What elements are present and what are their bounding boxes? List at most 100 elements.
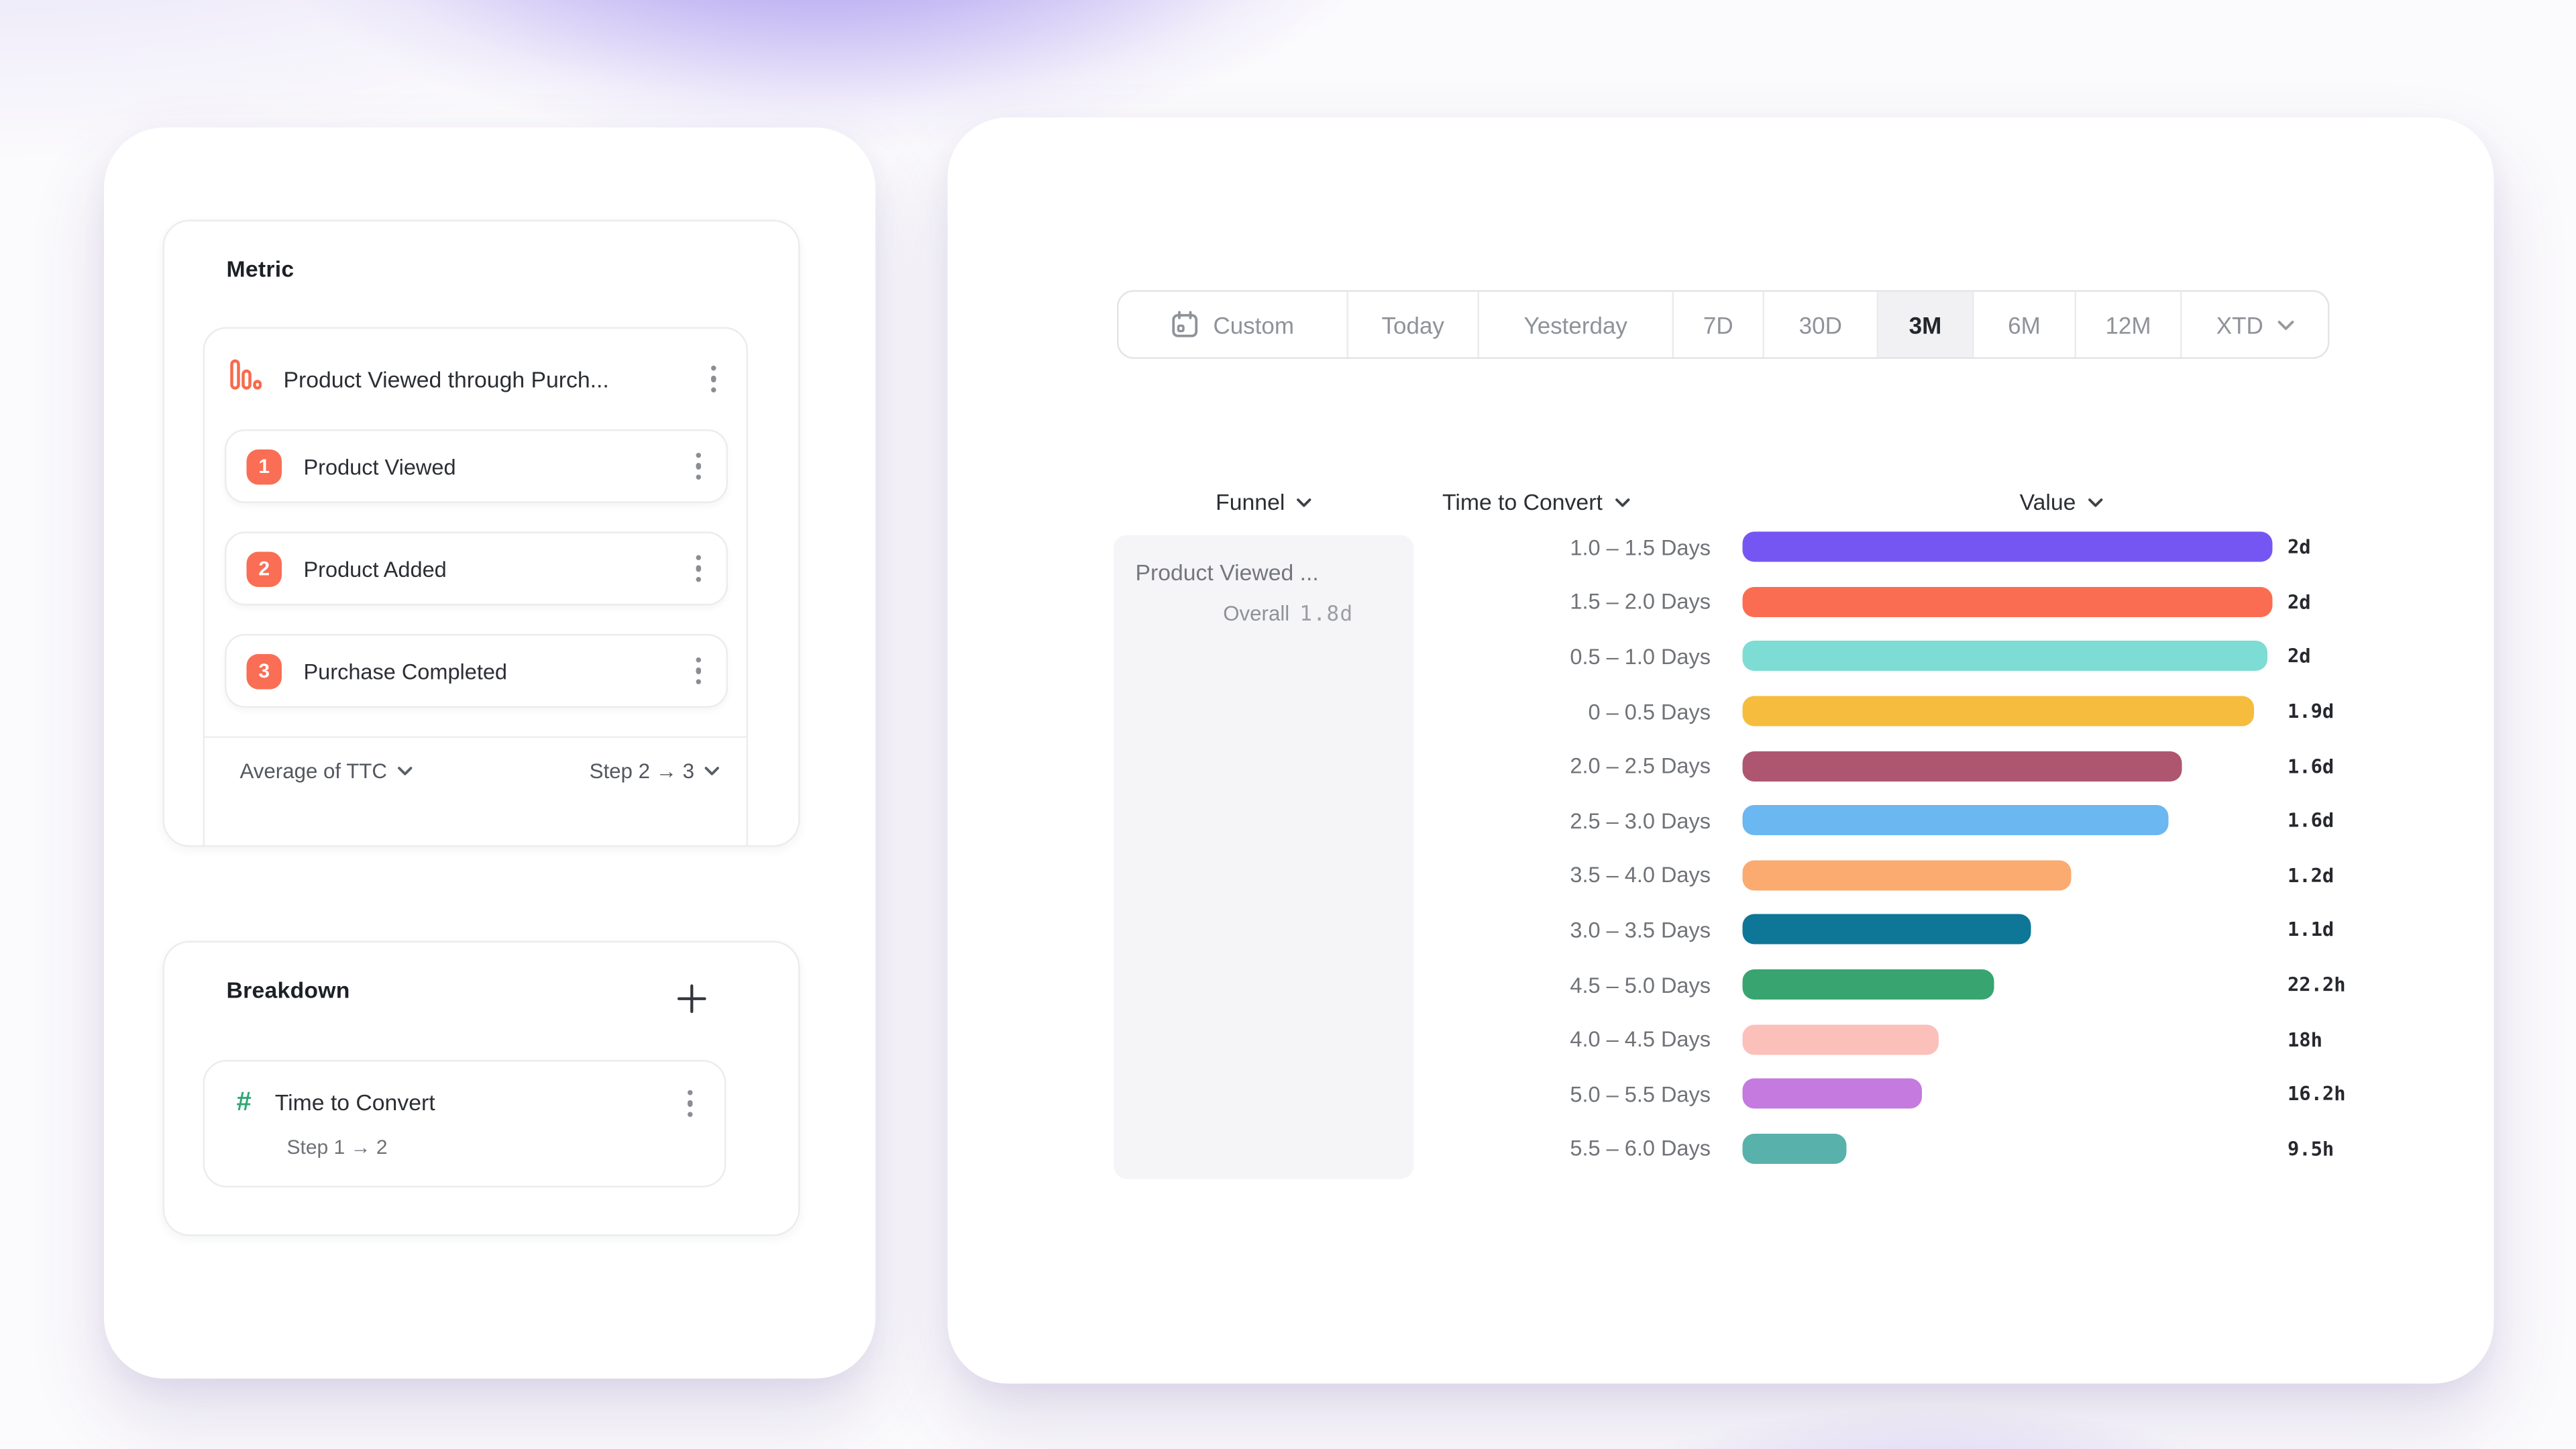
value-bar[interactable] — [1742, 532, 2273, 563]
funnel-chart-icon — [230, 359, 262, 399]
value-label: 22.2h — [2288, 973, 2346, 997]
date-range-option-yesterday[interactable]: Yesterday — [1479, 292, 1674, 358]
column-header-time-to-convert[interactable]: Time to Convert — [1442, 490, 1629, 515]
chevron-down-icon — [704, 767, 719, 775]
value-label: 1.9d — [2288, 699, 2334, 723]
breakdown-row: 2.0 – 2.5 Days 1.6d — [1442, 739, 2415, 793]
value-bar[interactable] — [1742, 1024, 1939, 1055]
bar-track — [1742, 641, 2273, 672]
kebab-menu-icon[interactable] — [691, 651, 706, 691]
date-range-label: 12M — [2105, 311, 2151, 338]
metric-section: Metric Product Viewed through Purch... 1… — [162, 219, 800, 847]
metric-heading: Metric — [226, 256, 294, 282]
chevron-down-icon — [1297, 497, 1311, 506]
chevron-down-icon — [2277, 319, 2294, 329]
bucket-label: 3.5 – 4.0 Days — [1570, 862, 1711, 888]
date-range-picker: Custom Today Yesterday 7D 30D 3M 6M 12M XTD — [1117, 290, 2330, 359]
calendar-icon — [1173, 311, 1199, 337]
bar-track — [1742, 532, 2273, 563]
date-range-option-today[interactable]: Today — [1348, 292, 1479, 358]
date-range-option-12m[interactable]: 12M — [2076, 292, 2182, 358]
funnel-name-cell[interactable]: Product Viewed ... Overall 1.8d — [1114, 535, 1414, 1179]
bucket-label: 5.5 – 6.0 Days — [1570, 1136, 1711, 1161]
aggregation-select[interactable]: Average of TTC — [240, 760, 413, 784]
kebab-menu-icon[interactable] — [691, 446, 706, 486]
date-range-option-custom[interactable]: Custom — [1119, 292, 1348, 358]
bucket-label: 0.5 – 1.0 Days — [1570, 643, 1711, 669]
value-label: 2d — [2288, 645, 2311, 669]
breakdown-section: Breakdown # Time to Convert Step 1 → 2 — [162, 941, 800, 1236]
breakdown-row: 3.5 – 4.0 Days 1.2d — [1442, 848, 2415, 902]
date-range-option-xtd[interactable]: XTD — [2182, 292, 2328, 358]
column-header-value[interactable]: Value — [1743, 490, 2380, 515]
breakdown-rows: 1.0 – 1.5 Days 2d 1.5 – 2.0 Days 2d 0.5 – 1.… — [1442, 520, 2415, 1176]
chevron-down-icon — [1614, 497, 1629, 506]
step-range-select[interactable]: Step 2 → 3 — [590, 760, 720, 784]
value-bar[interactable] — [1742, 696, 2254, 727]
breakdown-row: 2.5 – 3.0 Days 1.6d — [1442, 793, 2415, 847]
breakdown-row: 5.5 – 6.0 Days 9.5h — [1442, 1121, 2415, 1175]
value-label: 1.2d — [2288, 863, 2334, 888]
date-range-option-7d[interactable]: 7D — [1674, 292, 1764, 358]
chevron-down-icon — [397, 767, 412, 775]
chevron-down-icon — [2088, 497, 2102, 506]
value-label: 1.1d — [2288, 918, 2334, 942]
value-bar[interactable] — [1742, 751, 2183, 782]
kebab-menu-icon[interactable] — [682, 1083, 698, 1124]
column-header-funnel[interactable]: Funnel — [1114, 490, 1414, 515]
value-bar[interactable] — [1742, 641, 2267, 672]
value-bar[interactable] — [1742, 860, 2072, 891]
date-range-label: Today — [1381, 311, 1444, 338]
funnel-step[interactable]: 1 Product Viewed — [225, 429, 728, 503]
bucket-label: 2.0 – 2.5 Days — [1570, 753, 1711, 779]
breakdown-item-card[interactable]: # Time to Convert Step 1 → 2 — [203, 1060, 727, 1187]
step-label: Product Added — [303, 555, 447, 582]
funnel-metric-title-row: Product Viewed through Purch... — [205, 329, 747, 429]
bucket-label: 1.0 – 1.5 Days — [1570, 534, 1711, 560]
metric-footer: Average of TTC Step 2 → 3 — [205, 738, 747, 807]
breakdown-heading: Breakdown — [226, 977, 350, 1004]
breakdown-item-title-row: # Time to Convert — [205, 1062, 724, 1124]
funnel-step[interactable]: 3 Purchase Completed — [225, 634, 728, 708]
bar-track — [1742, 860, 2273, 891]
step-label: Purchase Completed — [303, 658, 508, 684]
kebab-menu-icon[interactable] — [691, 549, 706, 589]
date-range-label: Yesterday — [1523, 311, 1627, 338]
date-range-label: 30D — [1799, 311, 1842, 338]
breakdown-item-steps: Step 1 → 2 — [286, 1135, 388, 1159]
breakdown-row: 0.5 – 1.0 Days 2d — [1442, 629, 2415, 684]
breakdown-row: 4.5 – 5.0 Days 22.2h — [1442, 957, 2415, 1012]
step-number-badge: 1 — [246, 448, 282, 484]
value-bar[interactable] — [1742, 586, 2273, 617]
bar-track — [1742, 914, 2273, 945]
value-bar[interactable] — [1742, 969, 1994, 1000]
value-bar[interactable] — [1742, 805, 2169, 836]
date-range-option-30d[interactable]: 30D — [1764, 292, 1878, 358]
value-label: 2d — [2288, 590, 2311, 614]
date-range-option-3m[interactable]: 3M — [1878, 292, 1974, 358]
add-breakdown-button[interactable] — [676, 983, 708, 1023]
bar-track — [1742, 969, 2273, 1000]
bucket-label: 0 – 0.5 Days — [1588, 698, 1711, 724]
bucket-label: 3.0 – 3.5 Days — [1570, 917, 1711, 943]
date-range-label: 3M — [1909, 311, 1942, 338]
funnel-metric-card[interactable]: Product Viewed through Purch... 1 Product… — [203, 327, 748, 845]
value-bar[interactable] — [1742, 1079, 1923, 1110]
value-bar[interactable] — [1742, 914, 2032, 945]
date-range-option-6m[interactable]: 6M — [1974, 292, 2076, 358]
value-bar[interactable] — [1742, 1133, 1846, 1164]
step-label: Product Viewed — [303, 453, 456, 479]
plus-icon — [677, 984, 706, 1014]
kebab-menu-icon[interactable] — [706, 359, 721, 399]
value-label: 1.6d — [2288, 808, 2334, 833]
funnel-metric-title: Product Viewed through Purch... — [283, 366, 609, 392]
value-label: 2d — [2288, 535, 2311, 559]
bucket-label: 5.0 – 5.5 Days — [1570, 1081, 1711, 1107]
query-builder-panel: Metric Product Viewed through Purch... 1… — [104, 127, 875, 1379]
divider — [205, 736, 747, 738]
funnel-step[interactable]: 2 Product Added — [225, 531, 728, 606]
value-label: 1.6d — [2288, 754, 2334, 778]
bar-track — [1742, 805, 2273, 836]
bar-track — [1742, 586, 2273, 617]
